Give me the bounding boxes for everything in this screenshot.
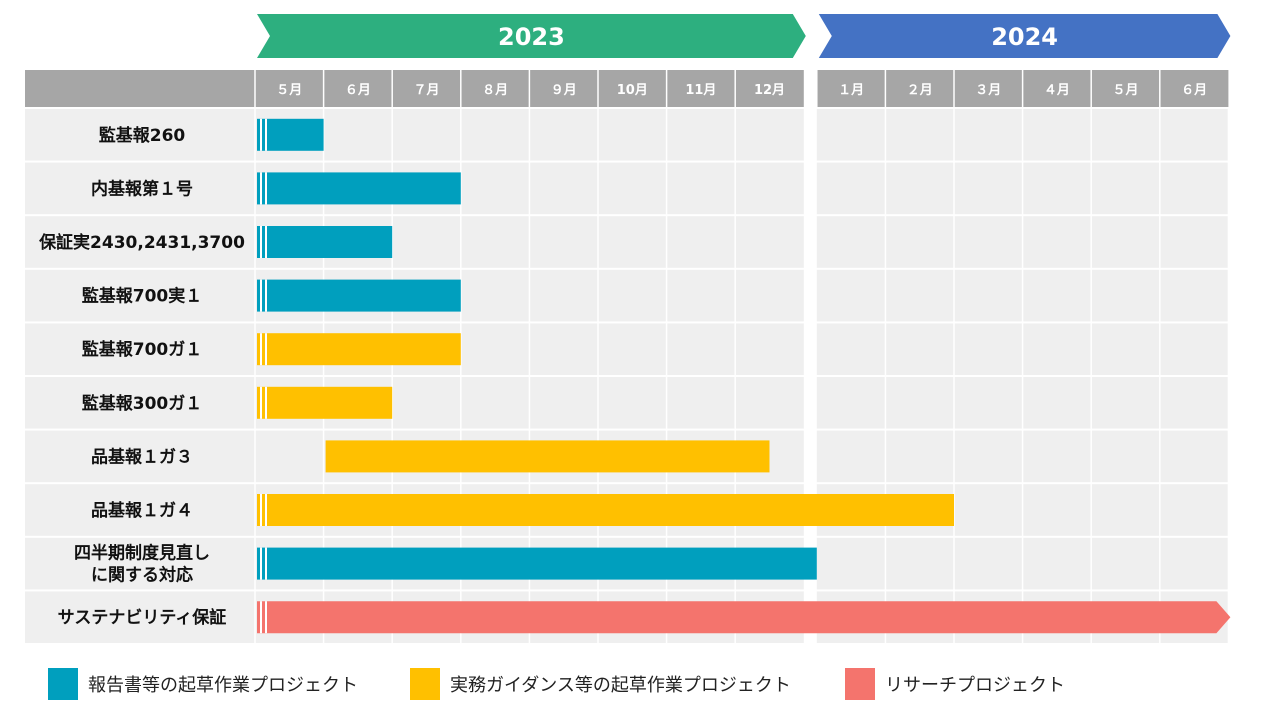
month-label: ８月 [482, 83, 508, 98]
task-label: に関する対応 [91, 565, 193, 586]
task-label: 品基報１ガ４ [91, 500, 193, 521]
task-bar [257, 172, 461, 205]
year-label-2024: 2024 [991, 23, 1058, 51]
continuation-mark [265, 547, 267, 580]
task-bar [257, 547, 817, 580]
continuation-mark [260, 118, 262, 151]
continuation-mark [265, 172, 267, 205]
month-label: 11月 [685, 83, 716, 98]
task-bar [325, 440, 770, 473]
gantt-chart: 2023 2024 ５月 ６月 ７月 ８月 ９月 10月 11月 12月 １月 ２月 ３月 ４月 ５月 ６月監… [25, 14, 1231, 643]
month-label: １月 [838, 83, 864, 98]
continuation-mark [260, 279, 262, 312]
row-background [25, 216, 804, 268]
task-label: 保証実2430,2431,3700 [38, 232, 245, 253]
month-label: ９月 [551, 83, 577, 98]
task-label: 監基報700実１ [82, 286, 203, 307]
year-banner-2024 [818, 14, 1231, 58]
legend-label-blue: 報告書等の起草作業プロジェクト [88, 675, 358, 696]
legend-swatch-blue [48, 668, 78, 700]
continuation-mark [260, 333, 262, 366]
year-label-2023: 2023 [498, 23, 565, 51]
continuation-mark [265, 494, 267, 526]
header-left [25, 70, 804, 107]
continuation-mark [260, 172, 262, 205]
continuation-mark [265, 333, 267, 366]
continuation-mark [265, 386, 267, 419]
task-label: 内基報第１号 [91, 178, 193, 199]
continuation-mark [265, 279, 267, 312]
continuation-mark [265, 118, 267, 151]
legend: 報告書等の起草作業プロジェクト 実務ガイダンス等の起草作業プロジェクト リサーチ… [0, 668, 1280, 708]
task-bar [257, 333, 461, 366]
month-label: ５月 [1112, 83, 1138, 98]
legend-label-yellow: 実務ガイダンス等の起草作業プロジェクト [450, 675, 791, 696]
year-banner-2023 [257, 14, 806, 58]
task-label: 監基報300ガ１ [82, 393, 203, 414]
continuation-mark [265, 601, 267, 634]
row-background [25, 377, 804, 429]
month-label: 12月 [754, 83, 785, 98]
continuation-mark [265, 226, 267, 258]
continuation-mark [260, 547, 262, 580]
task-label: サステナビリティ保証 [58, 607, 227, 628]
month-label: ２月 [907, 83, 933, 98]
task-label: 監基報700ガ１ [82, 339, 203, 360]
legend-item-red: リサーチプロジェクト [845, 668, 1065, 700]
task-bar [257, 601, 1231, 634]
task-bar [257, 386, 393, 419]
month-label: ６月 [1181, 83, 1207, 98]
task-bar [257, 118, 324, 151]
continuation-mark [260, 226, 262, 258]
task-label: 品基報１ガ３ [91, 446, 193, 467]
legend-item-yellow: 実務ガイダンス等の起草作業プロジェクト [410, 668, 791, 700]
task-label: 監基報260 [99, 125, 186, 146]
continuation-mark [260, 386, 262, 419]
legend-item-blue: 報告書等の起草作業プロジェクト [48, 668, 358, 700]
month-label: ３月 [975, 83, 1001, 98]
row-background [25, 109, 804, 161]
legend-swatch-yellow [410, 668, 440, 700]
month-label: ５月 [276, 83, 302, 98]
task-bar [257, 226, 393, 258]
month-label: 10月 [617, 83, 648, 98]
month-label: ６月 [345, 83, 371, 98]
month-label: ４月 [1044, 83, 1070, 98]
legend-label-red: リサーチプロジェクト [885, 675, 1065, 696]
continuation-mark [260, 601, 262, 634]
legend-swatch-red [845, 668, 875, 700]
month-label: ７月 [413, 83, 439, 98]
task-bar [257, 279, 461, 312]
continuation-mark [260, 494, 262, 526]
task-label: 四半期制度見直し [74, 543, 210, 564]
task-bar [257, 494, 954, 526]
